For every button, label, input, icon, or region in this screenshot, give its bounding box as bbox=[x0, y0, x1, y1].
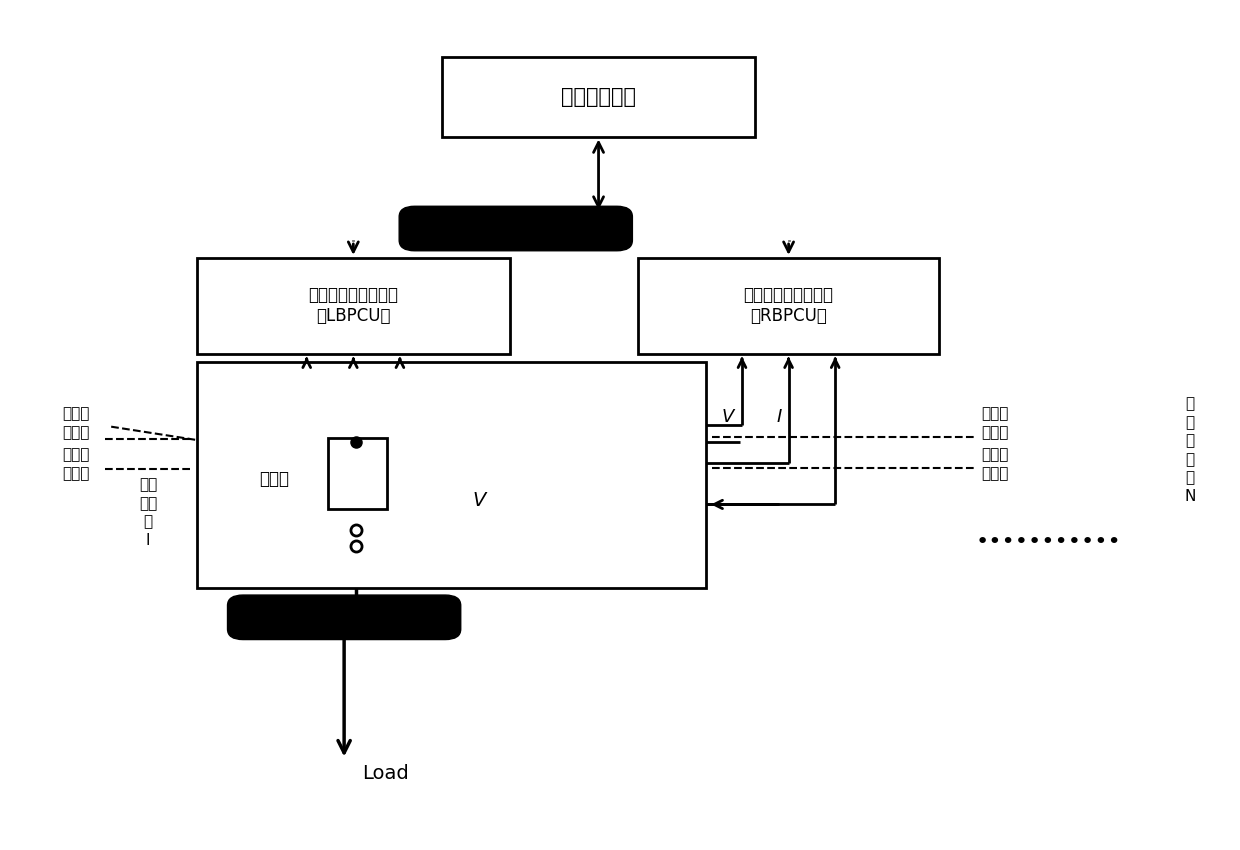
Text: 左汇流条功率控制器
（LBPCU）: 左汇流条功率控制器 （LBPCU） bbox=[309, 286, 398, 326]
Text: 辅助触
点状态: 辅助触 点状态 bbox=[982, 406, 1009, 440]
Bar bbox=[329, 438, 387, 508]
FancyBboxPatch shape bbox=[399, 207, 632, 251]
Text: V: V bbox=[722, 408, 734, 426]
Bar bbox=[443, 57, 755, 137]
FancyBboxPatch shape bbox=[227, 595, 461, 639]
Bar bbox=[639, 258, 939, 354]
Text: 配电控制系统: 配电控制系统 bbox=[560, 87, 636, 107]
Bar bbox=[197, 362, 706, 588]
Text: 右汇流条功率控制器
（RBPCU）: 右汇流条功率控制器 （RBPCU） bbox=[744, 286, 833, 326]
Text: 开关动
作命令: 开关动 作命令 bbox=[982, 447, 1009, 481]
Text: I: I bbox=[776, 408, 781, 426]
Bar bbox=[197, 258, 510, 354]
Text: Load: Load bbox=[362, 763, 409, 783]
Text: 传
统
接
触
器
N: 传 统 接 触 器 N bbox=[1184, 396, 1195, 504]
Text: 开关动
作命令: 开关动 作命令 bbox=[62, 447, 89, 481]
Text: •••••••••••: ••••••••••• bbox=[976, 532, 1121, 552]
Text: V: V bbox=[472, 490, 486, 510]
Text: 传统
接触
器
I: 传统 接触 器 I bbox=[139, 478, 157, 548]
Text: 接触器: 接触器 bbox=[259, 470, 289, 489]
Text: 辅助触
点状态: 辅助触 点状态 bbox=[62, 406, 89, 440]
